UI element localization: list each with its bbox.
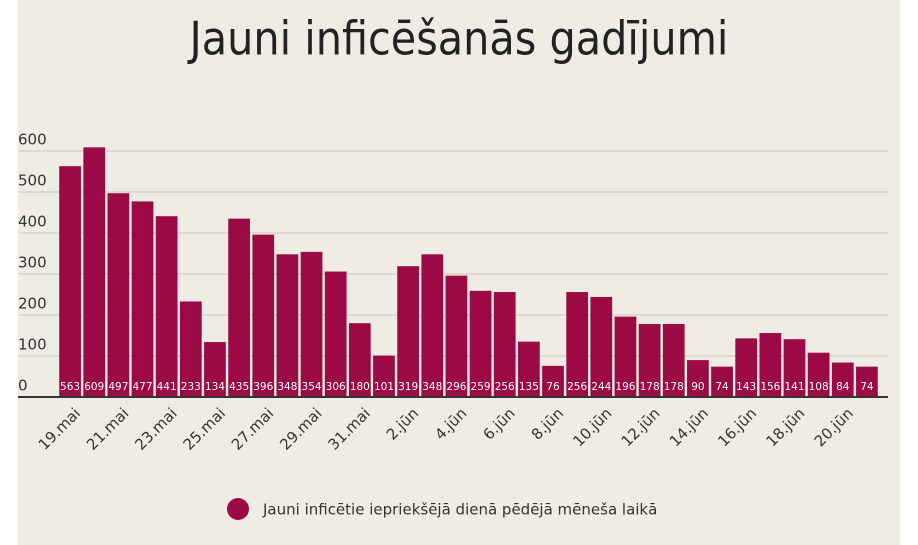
- chart-title: Jauni inficēšanās gadījumi: [187, 12, 729, 66]
- value-label: 101: [374, 381, 394, 393]
- value-label: 156: [760, 381, 780, 393]
- bar: [711, 366, 733, 397]
- value-label: 135: [519, 381, 539, 393]
- bar: [831, 362, 854, 397]
- bar: [783, 339, 806, 397]
- bar: [348, 323, 371, 397]
- value-label: 143: [736, 381, 756, 393]
- bar: [83, 147, 106, 397]
- value-label: 76: [546, 381, 560, 393]
- bar: [107, 193, 130, 397]
- value-label: 435: [229, 381, 249, 393]
- bar: [397, 266, 419, 397]
- value-label: 84: [836, 381, 850, 393]
- bar: [590, 296, 613, 397]
- bar: [59, 166, 81, 397]
- bar: [324, 271, 347, 397]
- value-label: 306: [326, 381, 346, 393]
- bar: [300, 251, 323, 397]
- bar: [518, 341, 540, 397]
- bar: [204, 342, 226, 397]
- bar: [179, 301, 202, 397]
- y-tick-label: 500: [18, 172, 47, 190]
- value-label: 134: [205, 381, 225, 393]
- value-label: 196: [615, 381, 635, 393]
- value-label: 178: [640, 381, 660, 393]
- bar: [445, 275, 468, 397]
- bar: [614, 316, 637, 397]
- value-label: 348: [422, 381, 442, 393]
- bar: [856, 366, 878, 397]
- value-label: 180: [350, 381, 370, 393]
- y-tick-label: 400: [18, 213, 47, 231]
- value-label: 477: [132, 381, 152, 393]
- bar: [155, 216, 178, 397]
- bar: [493, 292, 516, 397]
- value-label: 348: [277, 381, 297, 393]
- y-tick-label: 600: [18, 131, 47, 149]
- bar: [807, 352, 830, 397]
- value-label: 296: [446, 381, 466, 393]
- value-label: 90: [691, 381, 704, 393]
- value-label: 563: [60, 381, 80, 393]
- value-label: 609: [84, 381, 104, 393]
- bar: [373, 355, 395, 397]
- value-label: 74: [715, 381, 729, 393]
- bar: [687, 360, 709, 397]
- y-tick-label: 200: [18, 295, 47, 313]
- bar: [662, 324, 685, 397]
- value-label: 178: [664, 381, 684, 393]
- value-label: 396: [253, 381, 273, 393]
- bar: [421, 254, 444, 397]
- y-tick-label: 0: [18, 377, 28, 395]
- bar: [759, 333, 782, 397]
- value-label: 497: [108, 381, 128, 393]
- value-label: 108: [809, 381, 829, 393]
- value-label: 441: [157, 381, 177, 393]
- bar: [542, 365, 564, 397]
- value-label: 244: [591, 381, 611, 393]
- value-label: 319: [398, 381, 418, 393]
- value-label: 256: [567, 381, 587, 393]
- value-label: 233: [181, 381, 201, 393]
- value-label: 141: [784, 381, 804, 393]
- legend-label: Jauni inficētie iepriekšējā dienā pēdējā…: [262, 501, 657, 519]
- legend-marker: [227, 498, 249, 520]
- bar: [276, 254, 299, 397]
- bar: [228, 218, 250, 397]
- value-label: 256: [495, 381, 515, 393]
- bar: [735, 338, 758, 397]
- y-tick-label: 100: [18, 336, 47, 354]
- y-tick-label: 300: [18, 254, 47, 272]
- bar: [566, 292, 589, 397]
- bar: [638, 324, 661, 397]
- bar: [469, 290, 492, 397]
- bar: [252, 234, 275, 397]
- value-label: 74: [860, 381, 874, 393]
- value-label: 259: [471, 381, 491, 393]
- value-label: 354: [302, 381, 322, 393]
- bar: [131, 201, 154, 397]
